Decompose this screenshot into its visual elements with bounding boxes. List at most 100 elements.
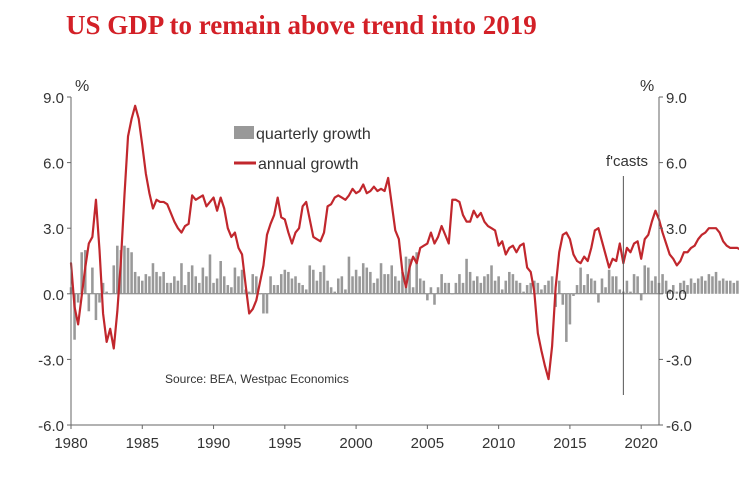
- quarterly-bar: [140, 280, 144, 294]
- legend-bar-label: quarterly growth: [256, 126, 371, 143]
- quarterly-bar: [233, 267, 237, 294]
- quarterly-bar: [73, 293, 76, 340]
- quarterly-bar: [340, 276, 344, 294]
- quarterly-bar: [436, 287, 440, 294]
- quarterly-bar: [76, 293, 80, 303]
- quarterly-bar: [219, 261, 222, 294]
- x-axis-ticks: 1980 1985 1990 1995 2000 2005 2010 2015 2020: [54, 425, 658, 452]
- quarterly-bar: [625, 280, 629, 294]
- quarterly-bar: [383, 274, 386, 294]
- quarterly-bar: [636, 276, 639, 294]
- quarterly-bar: [251, 274, 255, 294]
- right-tick-label: -3.0: [666, 352, 692, 369]
- quarterly-bar: [700, 276, 704, 294]
- quarterly-bar: [522, 291, 525, 294]
- quarterly-bar: [265, 293, 269, 314]
- quarterly-bar: [426, 293, 429, 301]
- quarterly-bar: [283, 269, 287, 294]
- quarterly-bar: [600, 278, 604, 294]
- quarterly-bar: [536, 282, 540, 294]
- left-tick-label: 6.0: [43, 156, 64, 173]
- quarterly-bar: [486, 274, 490, 294]
- quarterly-bar: [618, 289, 622, 294]
- quarterly-bar: [315, 280, 319, 294]
- quarterly-bar: [190, 265, 194, 294]
- quarterly-bar: [629, 291, 632, 294]
- quarterly-bar: [525, 285, 529, 294]
- quarterly-bar: [144, 274, 148, 294]
- quarterly-bar: [287, 271, 290, 294]
- quarterly-bar: [718, 280, 721, 294]
- quarterly-bar: [183, 285, 187, 294]
- quarterly-bar: [661, 274, 664, 294]
- quarterly-bar: [308, 265, 312, 294]
- quarterly-bar: [543, 285, 547, 294]
- quarterly-bar: [668, 289, 671, 294]
- quarterly-bar: [87, 293, 91, 312]
- quarterly-bar: [333, 291, 336, 294]
- quarterly-bar: [279, 274, 283, 294]
- quarterly-bar: [173, 276, 176, 294]
- quarterly-bar: [237, 276, 240, 294]
- chart-title: US GDP to remain above trend into 2019: [66, 10, 537, 40]
- quarterly-bar: [429, 287, 433, 294]
- quarterly-bar: [508, 271, 511, 294]
- quarterly-bar: [126, 247, 130, 294]
- quarterly-bar: [582, 285, 586, 294]
- quarterly-bar: [148, 276, 151, 294]
- left-tick-label: 9.0: [43, 90, 64, 107]
- quarterly-bar: [725, 280, 728, 294]
- quarterly-bar: [98, 293, 101, 303]
- quarterly-bar: [258, 293, 262, 295]
- quarterly-bar: [664, 280, 668, 294]
- left-tick-label: 3.0: [43, 221, 64, 238]
- quarterly-bar: [326, 280, 329, 294]
- quarterly-bar: [614, 276, 618, 294]
- quarterly-bar: [736, 280, 739, 294]
- quarterly-bar: [597, 293, 600, 303]
- quarterly-bar: [372, 282, 376, 294]
- quarterly-bar: [679, 282, 682, 294]
- quarterly-bar: [169, 282, 173, 294]
- quarterly-bar: [611, 276, 614, 294]
- quarterly-bar: [639, 293, 643, 301]
- quarterly-bar: [447, 282, 451, 294]
- right-tick-label: 9.0: [666, 90, 687, 107]
- left-tick-label: -3.0: [38, 352, 64, 369]
- quarterly-bar: [500, 289, 504, 294]
- right-tick-label: 0.0: [666, 287, 687, 304]
- quarterly-bar: [226, 285, 230, 294]
- quarterly-bar: [123, 245, 126, 294]
- x-tick-label: 1990: [197, 435, 230, 452]
- quarterly-bar: [151, 263, 155, 294]
- quarterly-bar: [344, 289, 347, 294]
- quarterly-bar: [689, 278, 693, 294]
- quarterly-bar: [550, 276, 554, 294]
- left-tick-label: -6.0: [38, 418, 64, 435]
- quarterly-bar: [376, 278, 379, 294]
- quarterly-bar: [201, 267, 205, 294]
- quarterly-bar: [176, 280, 180, 294]
- quarterly-bar: [504, 280, 508, 294]
- quarterly-bar: [379, 263, 383, 294]
- quarterly-bar: [465, 258, 468, 294]
- quarterly-bar: [187, 271, 190, 294]
- right-axis-unit: %: [640, 78, 654, 95]
- quarterly-bar: [440, 274, 443, 294]
- quarterly-bar: [354, 269, 358, 294]
- quarterly-bar: [711, 276, 714, 294]
- quarterly-bar: [493, 280, 497, 294]
- quarterly-bar: [607, 269, 611, 294]
- x-tick-label: 2005: [411, 435, 444, 452]
- quarterly-bar: [272, 285, 276, 294]
- quarterly-bar: [433, 293, 436, 305]
- quarterly-bar: [483, 276, 486, 294]
- quarterly-bar: [575, 285, 579, 294]
- quarterly-bar: [94, 293, 98, 321]
- forecast-label: f'casts: [606, 153, 648, 170]
- quarterly-bar: [593, 280, 597, 294]
- quarterly-bar: [222, 276, 226, 294]
- quarterly-bar: [215, 278, 219, 294]
- left-axis-unit: %: [75, 78, 89, 95]
